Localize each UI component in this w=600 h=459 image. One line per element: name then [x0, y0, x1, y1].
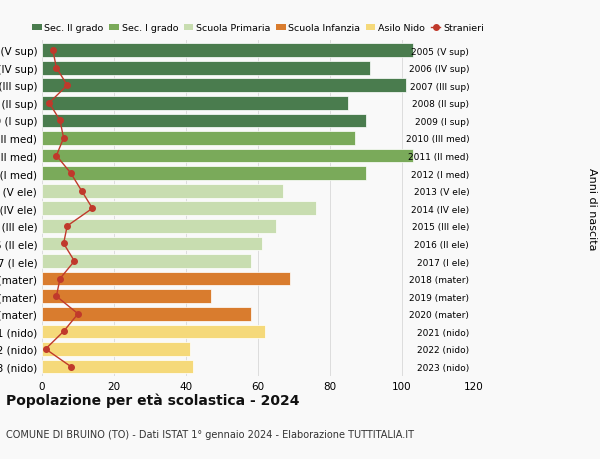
Bar: [42, 44, 413, 58]
Text: Popolazione per età scolastica - 2024: Popolazione per età scolastica - 2024: [6, 392, 299, 407]
Bar: [42, 185, 283, 198]
Bar: [42, 97, 348, 111]
Bar: [42, 237, 262, 251]
Bar: [42, 290, 211, 303]
Bar: [42, 219, 276, 233]
Bar: [42, 62, 370, 75]
Bar: [42, 255, 251, 269]
Text: Anni di nascita: Anni di nascita: [587, 168, 597, 250]
Bar: [42, 114, 366, 128]
Bar: [42, 132, 355, 146]
Bar: [42, 360, 193, 374]
Bar: [42, 202, 316, 216]
Bar: [42, 149, 413, 163]
Bar: [42, 272, 290, 286]
Legend: Sec. II grado, Sec. I grado, Scuola Primaria, Scuola Infanzia, Asilo Nido, Stran: Sec. II grado, Sec. I grado, Scuola Prim…: [32, 24, 484, 33]
Bar: [42, 325, 265, 338]
Bar: [42, 342, 190, 356]
Bar: [42, 79, 406, 93]
Bar: [42, 167, 366, 180]
Bar: [42, 307, 251, 321]
Text: COMUNE DI BRUINO (TO) - Dati ISTAT 1° gennaio 2024 - Elaborazione TUTTITALIA.IT: COMUNE DI BRUINO (TO) - Dati ISTAT 1° ge…: [6, 429, 414, 439]
